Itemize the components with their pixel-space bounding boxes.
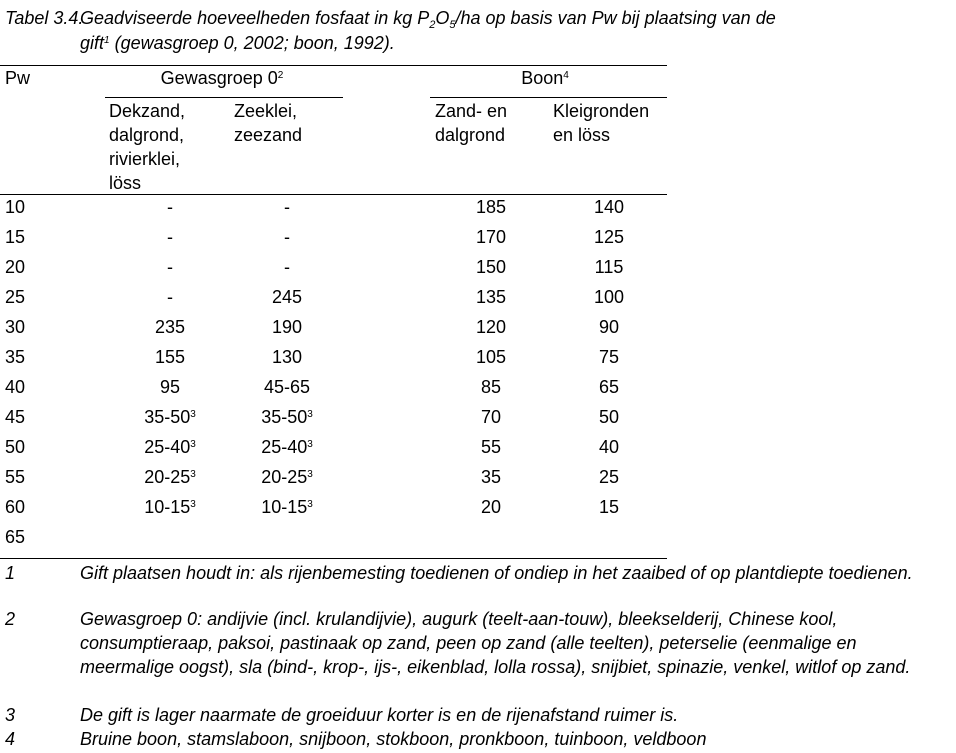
footnote-text: De gift is lager naarmate de groeiduur k… <box>80 705 679 725</box>
cell-pw: 10 <box>5 197 26 217</box>
cell-zeeklei: 10-153 <box>261 497 313 517</box>
cell-zeeklei: 245 <box>271 287 303 307</box>
cell-kleigronden: 25 <box>598 467 620 487</box>
cell-zeeklei: 20-253 <box>261 467 313 487</box>
cell-pw: 50 <box>5 437 26 457</box>
footnote-number: 2 <box>5 609 16 629</box>
header-pw: Pw <box>5 68 31 88</box>
cell-zeeklei: 130 <box>271 347 303 367</box>
caption-line-1: Geadviseerde hoeveelheden fosfaat in kg … <box>80 8 776 31</box>
cell-kleigronden: 90 <box>598 317 620 337</box>
footnote-text: Bruine boon, stamslaboon, snijboon, stok… <box>80 729 707 749</box>
cell-pw: 30 <box>5 317 26 337</box>
cell-zeeklei: 35-503 <box>261 407 313 427</box>
cell-pw: 40 <box>5 377 26 397</box>
cell-kleigronden: 100 <box>593 287 625 307</box>
cell-pw: 35 <box>5 347 26 367</box>
cell-zand-dalgrond: 185 <box>475 197 507 217</box>
header-col-kleigronden: Kleigronden en löss <box>553 101 650 145</box>
cell-zand-dalgrond: 55 <box>480 437 502 457</box>
cell-pw: 65 <box>5 527 26 547</box>
cell-kleigronden: 40 <box>598 437 620 457</box>
cell-dekzand: - <box>167 227 173 247</box>
cell-zand-dalgrond: 105 <box>475 347 507 367</box>
cell-zeeklei: 190 <box>271 317 303 337</box>
cell-dekzand: - <box>167 257 173 277</box>
cell-dekzand: 35-503 <box>144 407 196 427</box>
cell-pw: 15 <box>5 227 26 247</box>
cell-zand-dalgrond: 70 <box>480 407 502 427</box>
cell-dekzand: 95 <box>159 377 181 397</box>
cell-zand-dalgrond: 135 <box>475 287 507 307</box>
table-bottom-rule <box>0 558 667 559</box>
boon-rule <box>430 97 667 98</box>
cell-zand-dalgrond: 20 <box>480 497 502 517</box>
cell-dekzand: 10-153 <box>144 497 196 517</box>
footnote-text: Gewasgroep 0: andijvie (incl. krulandijv… <box>80 609 911 677</box>
cell-kleigronden: 115 <box>594 257 624 277</box>
caption-line-2: gift1 (gewasgroep 0, 2002; boon, 1992). <box>80 33 395 53</box>
header-boon: Boon4 <box>521 68 569 88</box>
cell-pw: 60 <box>5 497 26 517</box>
cell-zand-dalgrond: 170 <box>475 227 507 247</box>
cell-zeeklei: - <box>284 197 290 217</box>
cell-kleigronden: 75 <box>598 347 620 367</box>
cell-zand-dalgrond: 35 <box>480 467 502 487</box>
cell-zeeklei: - <box>284 257 290 277</box>
cell-pw: 25 <box>5 287 26 307</box>
caption-label: Tabel 3.4. <box>5 8 84 28</box>
gewasgroep-rule <box>105 97 343 98</box>
header-col-zand-dalgrond: Zand- en dalgrond <box>435 101 508 145</box>
cell-kleigronden: 140 <box>593 197 625 217</box>
cell-kleigronden: 65 <box>598 377 620 397</box>
cell-kleigronden: 50 <box>598 407 620 427</box>
footnote-number: 4 <box>5 729 16 749</box>
cell-kleigronden: 125 <box>593 227 625 247</box>
cell-pw: 20 <box>5 257 26 277</box>
cell-dekzand: 20-253 <box>144 467 196 487</box>
cell-dekzand: 25-403 <box>144 437 196 457</box>
header-col-dekzand: Dekzand, dalgrond, rivierklei, löss <box>109 101 186 193</box>
cell-dekzand: - <box>167 287 173 307</box>
cell-dekzand: - <box>167 197 173 217</box>
header-bottom-rule <box>0 194 667 195</box>
cell-zand-dalgrond: 120 <box>475 317 507 337</box>
footnote-number: 1 <box>5 563 16 583</box>
cell-zeeklei: 45-65 <box>263 377 311 397</box>
cell-zeeklei: - <box>284 227 290 247</box>
footnote-number: 3 <box>5 705 16 725</box>
cell-pw: 55 <box>5 467 26 487</box>
cell-zeeklei: 25-403 <box>261 437 313 457</box>
cell-pw: 45 <box>5 407 26 427</box>
table-top-rule <box>0 65 667 66</box>
header-col-zeeklei: Zeeklei, zeezand <box>234 101 303 145</box>
footnote-text: Gift plaatsen houdt in: als rijenbemesti… <box>80 563 913 583</box>
cell-zand-dalgrond: 150 <box>475 257 507 277</box>
cell-kleigronden: 15 <box>598 497 620 517</box>
header-gewasgroep: Gewasgroep 02 <box>160 68 284 88</box>
cell-dekzand: 155 <box>154 347 186 367</box>
cell-zand-dalgrond: 85 <box>480 377 502 397</box>
cell-dekzand: 235 <box>154 317 186 337</box>
